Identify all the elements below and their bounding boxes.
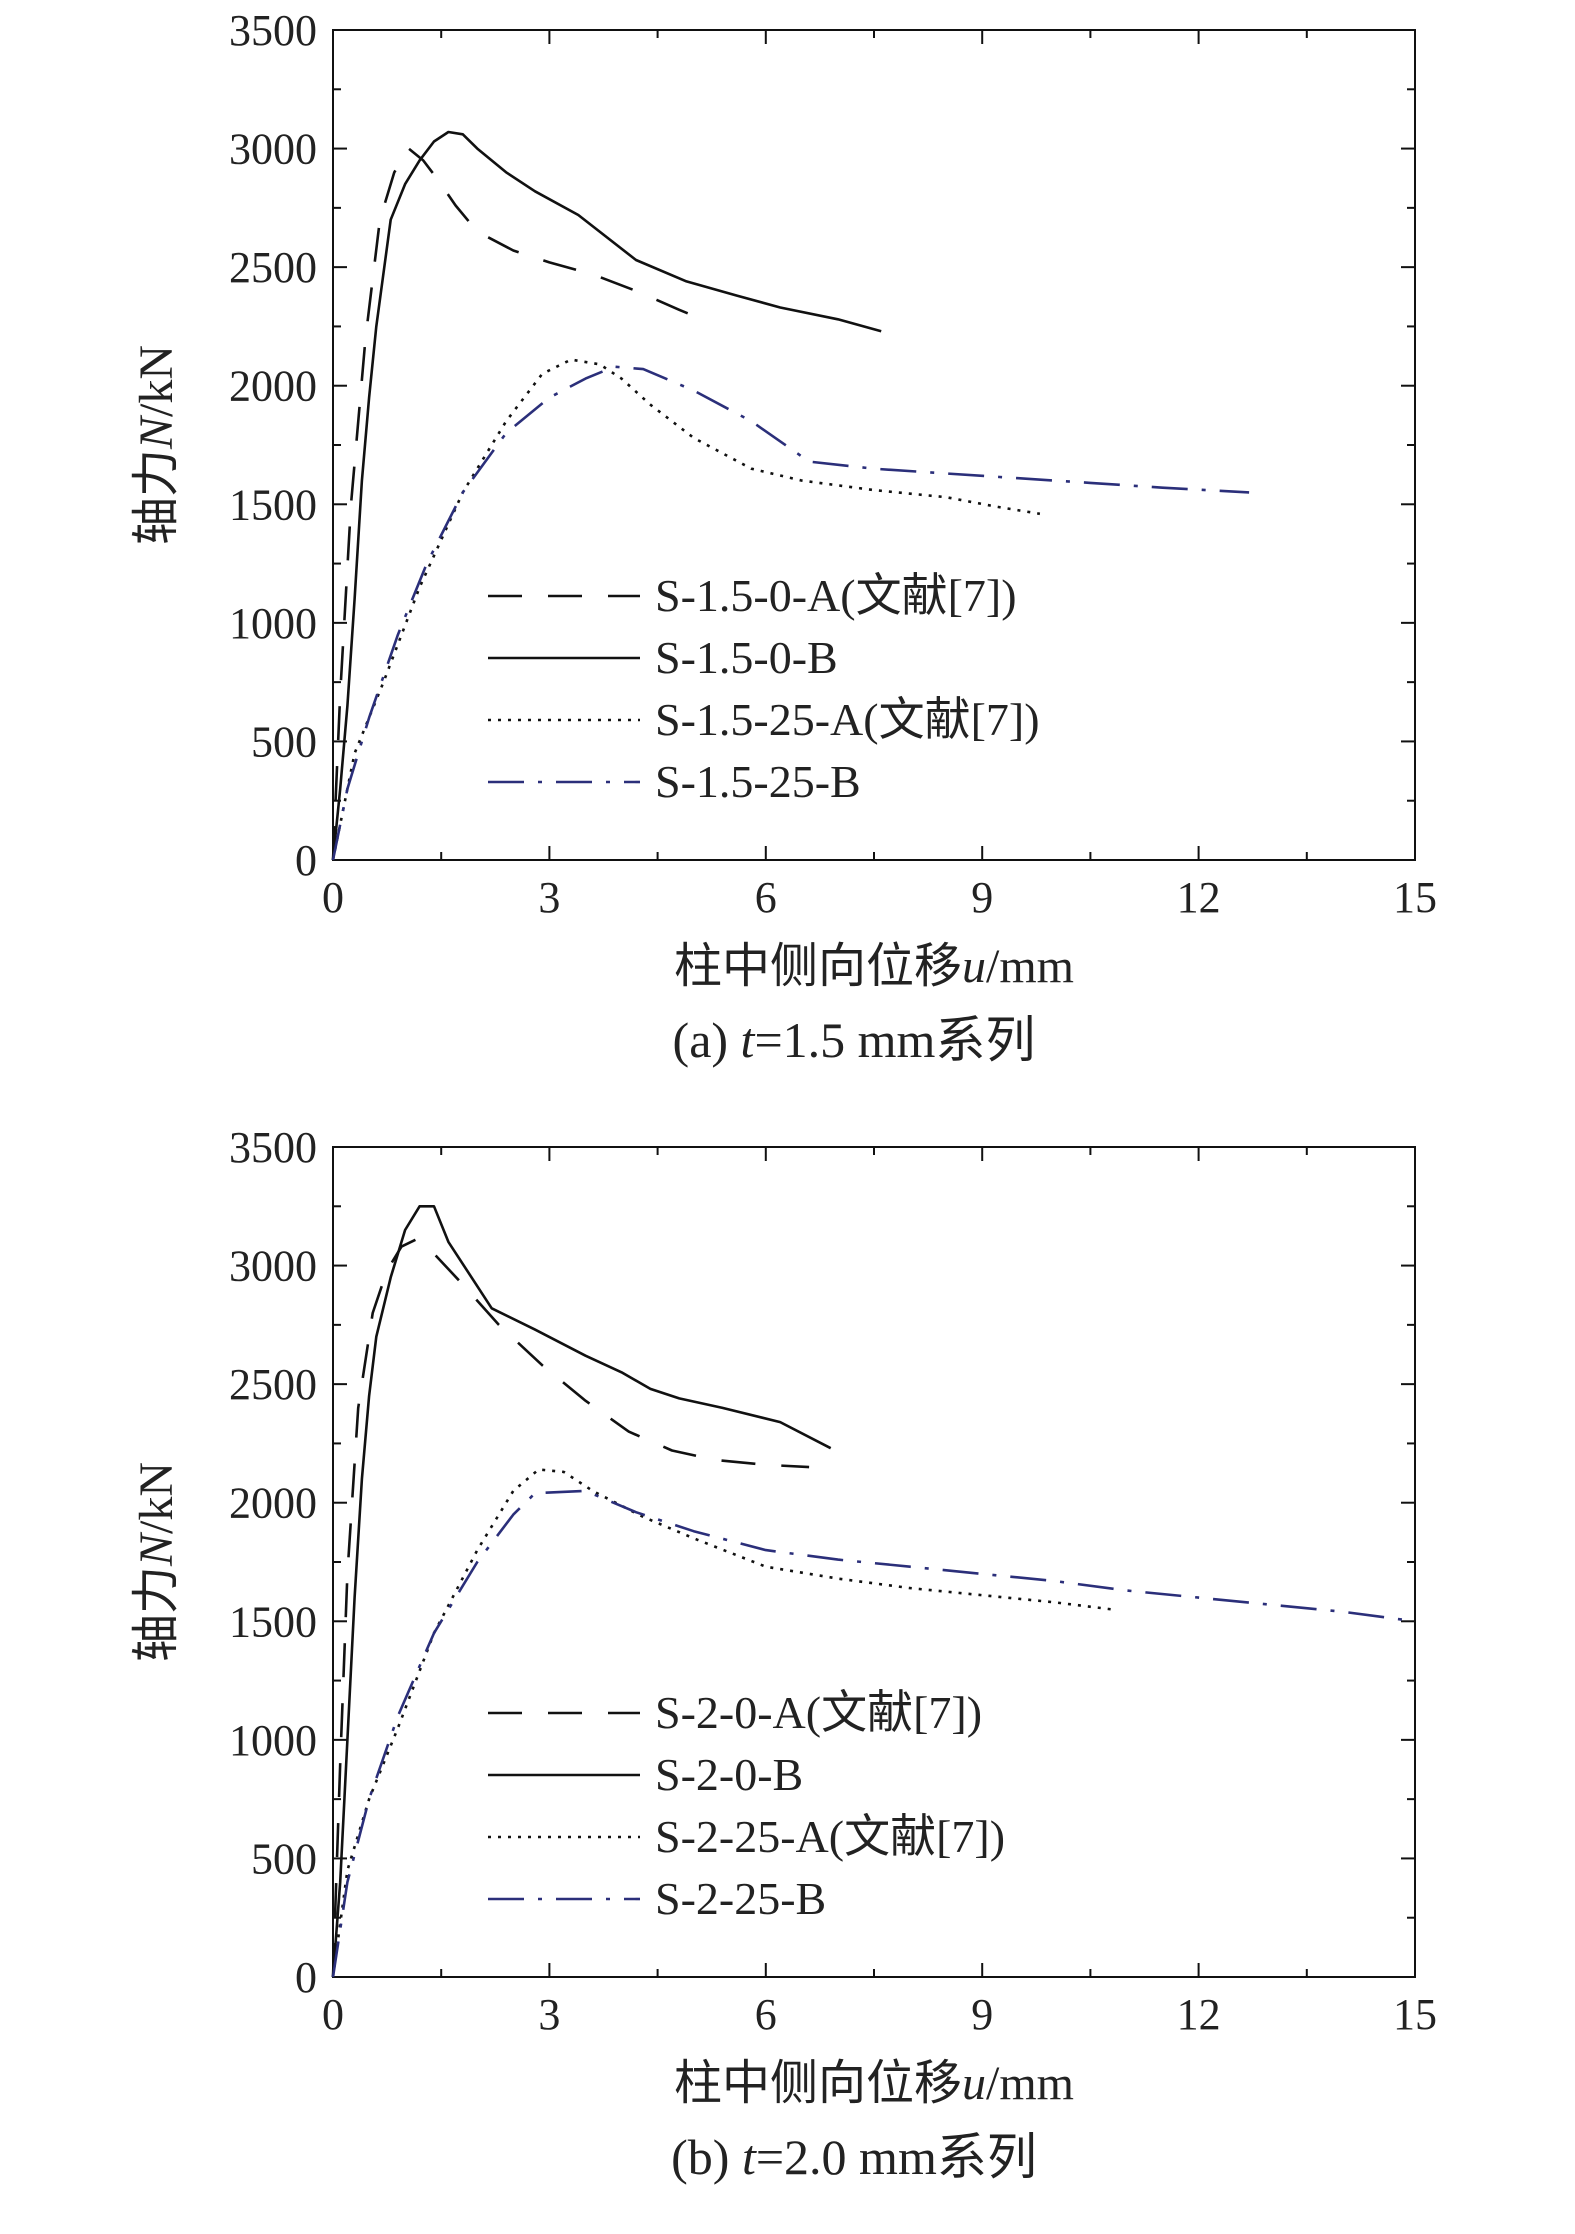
series-line-2 xyxy=(331,130,882,861)
y-tick-label: 2000 xyxy=(229,362,317,411)
y-tick-label: 0 xyxy=(295,1953,317,2002)
chart-panel-b: 0 3 6 9 12 15 0 500 1000 1500 2000 2500 3000 3500 S-2-… xyxy=(0,1117,1575,2234)
x-tick-label: 12 xyxy=(1177,873,1221,922)
caption-suffix: =1.5 mm系列 xyxy=(754,1012,1035,1068)
y-tick-label: 1000 xyxy=(229,1716,317,1765)
x-tick-label: 6 xyxy=(755,1990,777,2039)
x-tick-label: 9 xyxy=(971,1990,993,2039)
y-tick-label: 3500 xyxy=(229,1123,317,1172)
legend-label-2: S-2-0-B xyxy=(655,1749,803,1800)
series-line-1 xyxy=(331,1238,810,1978)
x-tick-label: 3 xyxy=(538,873,560,922)
caption-var: t xyxy=(741,1012,756,1068)
series-line-1 xyxy=(331,147,709,861)
series-line-4 xyxy=(331,1489,1416,1978)
y-tick-label: 500 xyxy=(251,717,317,766)
x-tick-label: 0 xyxy=(322,873,344,922)
y-axis-label-var: N xyxy=(130,414,183,450)
y-tick-label: 3000 xyxy=(229,1242,317,1291)
x-tick-label: 3 xyxy=(538,1990,560,2039)
y-tick-label: 0 xyxy=(295,836,317,885)
x-axis-label-var: u xyxy=(962,2057,986,2110)
chart-a: 0 3 6 9 12 15 0 500 1000 1500 2000 2500 3000 3500 S-1.… xyxy=(130,6,1437,1068)
y-axis-label: 轴力N/kN xyxy=(130,345,183,545)
caption-var: t xyxy=(742,2129,757,2185)
figure-caption: (a) t=1.5 mm系列 xyxy=(673,1012,1036,1068)
y-axis-label-unit: /kN xyxy=(130,345,183,417)
x-axis-label-var: u xyxy=(962,940,986,993)
legend-label-1: S-1.5-0-A(文献[7]) xyxy=(655,570,1017,621)
legend-label-4: S-1.5-25-B xyxy=(655,756,861,807)
x-axis-label-unit: /mm xyxy=(986,2057,1074,2110)
x-axis-label: 柱中侧向位移u/mm xyxy=(674,2057,1074,2110)
series-line-3 xyxy=(331,358,1041,861)
x-axis-label: 柱中侧向位移u/mm xyxy=(674,940,1074,993)
caption-suffix: =2.0 mm系列 xyxy=(756,2129,1037,2185)
y-axis-label-text: 轴力 xyxy=(130,1566,183,1662)
chart-b: 0 3 6 9 12 15 0 500 1000 1500 2000 2500 3000 3500 S-2-… xyxy=(130,1123,1437,2185)
legend-label-2: S-1.5-0-B xyxy=(655,632,838,683)
series-line-2 xyxy=(331,1205,832,1978)
x-axis-label-unit: /mm xyxy=(986,940,1074,993)
y-tick-label: 1500 xyxy=(229,1597,317,1646)
y-tick-label: 2500 xyxy=(229,243,317,292)
x-axis-label-text: 柱中侧向位移 xyxy=(674,2057,962,2110)
legend-label-3: S-1.5-25-A(文献[7]) xyxy=(655,694,1040,745)
x-tick-label: 15 xyxy=(1393,1990,1437,2039)
x-tick-label: 15 xyxy=(1393,873,1437,922)
y-tick-label: 1500 xyxy=(229,480,317,529)
y-tick-label: 2500 xyxy=(229,1360,317,1409)
legend-label-3: S-2-25-A(文献[7]) xyxy=(655,1811,1005,1862)
legend-label-4: S-2-25-B xyxy=(655,1873,826,1924)
y-tick-label: 3000 xyxy=(229,125,317,174)
caption-prefix: (b) xyxy=(671,2129,742,2185)
legend-label-1: S-2-0-A(文献[7]) xyxy=(655,1687,982,1738)
x-axis-label-text: 柱中侧向位移 xyxy=(674,940,962,993)
x-tick-label: 12 xyxy=(1177,1990,1221,2039)
y-tick-label: 1000 xyxy=(229,599,317,648)
figure-caption: (b) t=2.0 mm系列 xyxy=(671,2129,1037,2185)
chart-panel-a: 0 3 6 9 12 15 0 500 1000 1500 2000 2500 3000 3500 S-1.… xyxy=(130,6,1437,1068)
x-tick-label: 6 xyxy=(755,873,777,922)
caption-prefix: (a) xyxy=(673,1012,741,1068)
y-axis-label-text: 轴力 xyxy=(130,449,183,545)
y-tick-label: 3500 xyxy=(229,6,317,55)
x-tick-label: 0 xyxy=(322,1990,344,2039)
y-axis-label: 轴力N/kN xyxy=(130,1462,183,1662)
y-axis-label-unit: /kN xyxy=(130,1462,183,1534)
x-tick-label: 9 xyxy=(971,873,993,922)
y-tick-label: 2000 xyxy=(229,1479,317,1528)
y-tick-label: 500 xyxy=(251,1834,317,1883)
y-axis-label-var: N xyxy=(130,1531,183,1567)
